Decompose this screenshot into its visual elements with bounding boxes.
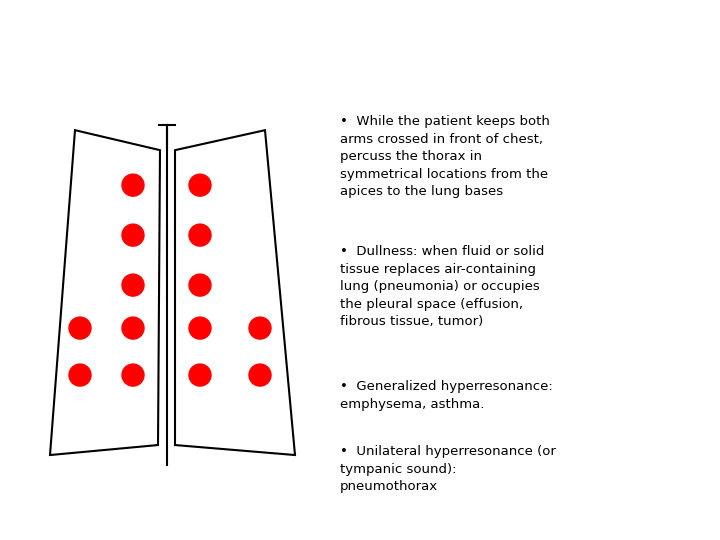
Circle shape	[122, 224, 144, 246]
Circle shape	[249, 364, 271, 386]
Polygon shape	[50, 130, 160, 455]
Circle shape	[189, 364, 211, 386]
Circle shape	[189, 274, 211, 296]
Circle shape	[122, 174, 144, 196]
Text: •  Generalized hyperresonance:
emphysema, asthma.: • Generalized hyperresonance: emphysema,…	[340, 380, 553, 410]
Text: Percussion of the thorax: Percussion of the thorax	[49, 23, 471, 52]
Circle shape	[69, 317, 91, 339]
Text: •  Dullness: when fluid or solid
tissue replaces air-containing
lung (pneumonia): • Dullness: when fluid or solid tissue r…	[340, 245, 544, 328]
Circle shape	[122, 364, 144, 386]
Polygon shape	[175, 130, 295, 455]
Text: •  While the patient keeps both
arms crossed in front of chest,
percuss the thor: • While the patient keeps both arms cros…	[340, 115, 550, 198]
Text: •  Unilateral hyperresonance (or
tympanic sound):
pneumothorax: • Unilateral hyperresonance (or tympanic…	[340, 445, 556, 493]
Circle shape	[122, 274, 144, 296]
Circle shape	[189, 174, 211, 196]
Circle shape	[69, 364, 91, 386]
Circle shape	[249, 317, 271, 339]
Circle shape	[122, 317, 144, 339]
Circle shape	[189, 224, 211, 246]
Circle shape	[189, 317, 211, 339]
